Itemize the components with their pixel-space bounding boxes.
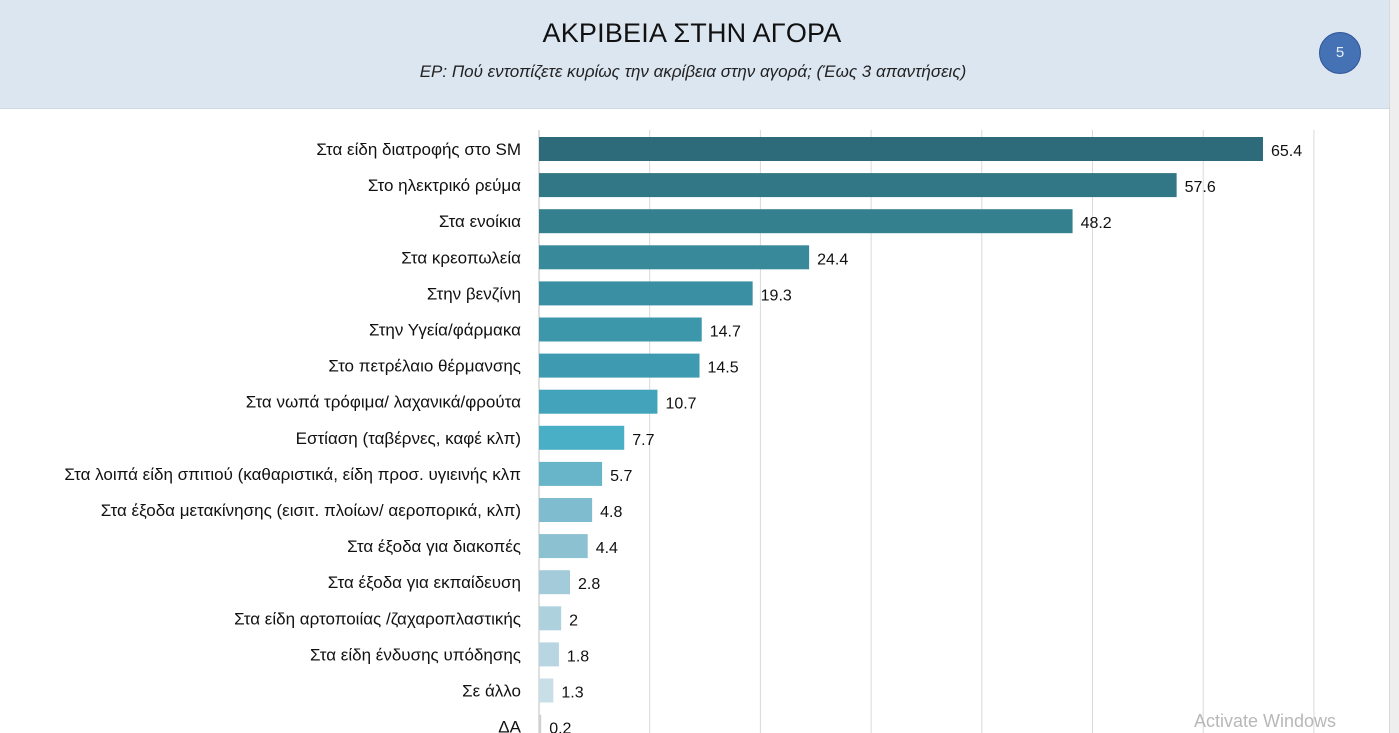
bar	[539, 714, 542, 733]
category-label: Στα έξοδα για διακοπές	[347, 537, 521, 556]
value-label: 2.8	[578, 576, 600, 593]
bar	[539, 209, 1073, 234]
value-label: 14.5	[708, 360, 739, 377]
category-label: Στο ηλεκτρικό ρεύμα	[368, 176, 521, 195]
bar	[539, 534, 588, 559]
value-label: 14.7	[710, 324, 741, 341]
bar	[539, 425, 625, 450]
bar	[539, 642, 559, 667]
category-label: Στην βενζίνη	[427, 284, 521, 303]
category-label: Στα ενοίκια	[439, 212, 521, 231]
category-label: Εστίαση (ταβέρνες, καφέ κλπ)	[296, 429, 521, 448]
activate-windows-watermark: Activate Windows	[1194, 711, 1337, 731]
question-subtitle: ΕΡ: Πού εντοπίζετε κυρίως την ακρίβεια σ…	[419, 62, 967, 81]
category-label: Στο πετρέλαιο θέρμανσης	[328, 357, 521, 376]
value-label: 5.7	[610, 468, 632, 485]
category-label: Στα είδη ένδυσης υπόδησης	[310, 645, 521, 664]
page-title: ΑΚΡΙΒΕΙΑ ΣΤΗΝ ΑΓΟΡΑ	[542, 18, 842, 48]
bar	[539, 570, 570, 595]
bar	[539, 353, 700, 378]
bar	[539, 389, 658, 414]
page-number-badge: 5	[1319, 32, 1361, 74]
category-label: Στα είδη αρτοποιίας /ζαχαροπλαστικής	[234, 609, 521, 628]
bar	[539, 606, 562, 631]
value-label: 4.8	[600, 504, 622, 521]
category-label: Στα κρεοπωλεία	[401, 248, 521, 267]
value-label: 19.3	[761, 287, 792, 304]
bar	[539, 137, 1263, 161]
value-label: 57.6	[1185, 179, 1216, 196]
value-labels: 65.457.648.224.419.314.714.510.77.75.74.…	[549, 143, 1302, 733]
scrollbar-strip[interactable]	[1389, 0, 1399, 733]
bar	[539, 173, 1177, 198]
value-label: 10.7	[665, 396, 696, 413]
value-label: 1.3	[561, 685, 583, 702]
slide-header: ΑΚΡΙΒΕΙΑ ΣΤΗΝ ΑΓΟΡΑ ΕΡ: Πού εντοπίζετε κ…	[0, 0, 1389, 109]
category-labels: Στα είδη διατροφής στο SM Στο ηλεκτρικό ρ…	[64, 140, 521, 733]
bar	[539, 461, 603, 486]
value-label: 48.2	[1081, 215, 1112, 232]
category-label: Στα έξοδα μετακίνησης (εισιτ. πλοίων/ αε…	[101, 501, 521, 520]
category-label: Στα είδη διατροφής στο SM	[316, 140, 521, 159]
category-label: ΔΑ	[498, 718, 521, 733]
value-label: 0.2	[549, 721, 571, 733]
bar-chart: Στα είδη διατροφής στο SM Στο ηλεκτρικό ρ…	[64, 130, 1315, 733]
value-label: 2	[569, 612, 578, 629]
bar	[539, 498, 593, 522]
value-label: 24.4	[817, 251, 848, 268]
value-label: 7.7	[632, 432, 654, 449]
category-label: Στην Υγεία/φάρμακα	[369, 321, 521, 340]
bar	[539, 678, 554, 703]
bar	[539, 281, 753, 306]
bar	[539, 245, 810, 270]
category-label: Στα λοιπά είδη σπιτιού (καθαριστικά, είδ…	[64, 465, 521, 484]
bars	[539, 137, 1263, 733]
value-label: 4.4	[596, 540, 618, 557]
value-label: 1.8	[567, 648, 589, 665]
category-label: Στα νωπά τρόφιμα/ λαχανικά/φρούτα	[246, 393, 521, 412]
bar	[539, 317, 702, 342]
category-label: Στα έξοδα για εκπαίδευση	[328, 573, 521, 592]
category-label: Σε άλλο	[462, 682, 521, 701]
value-label: 65.4	[1271, 143, 1302, 160]
